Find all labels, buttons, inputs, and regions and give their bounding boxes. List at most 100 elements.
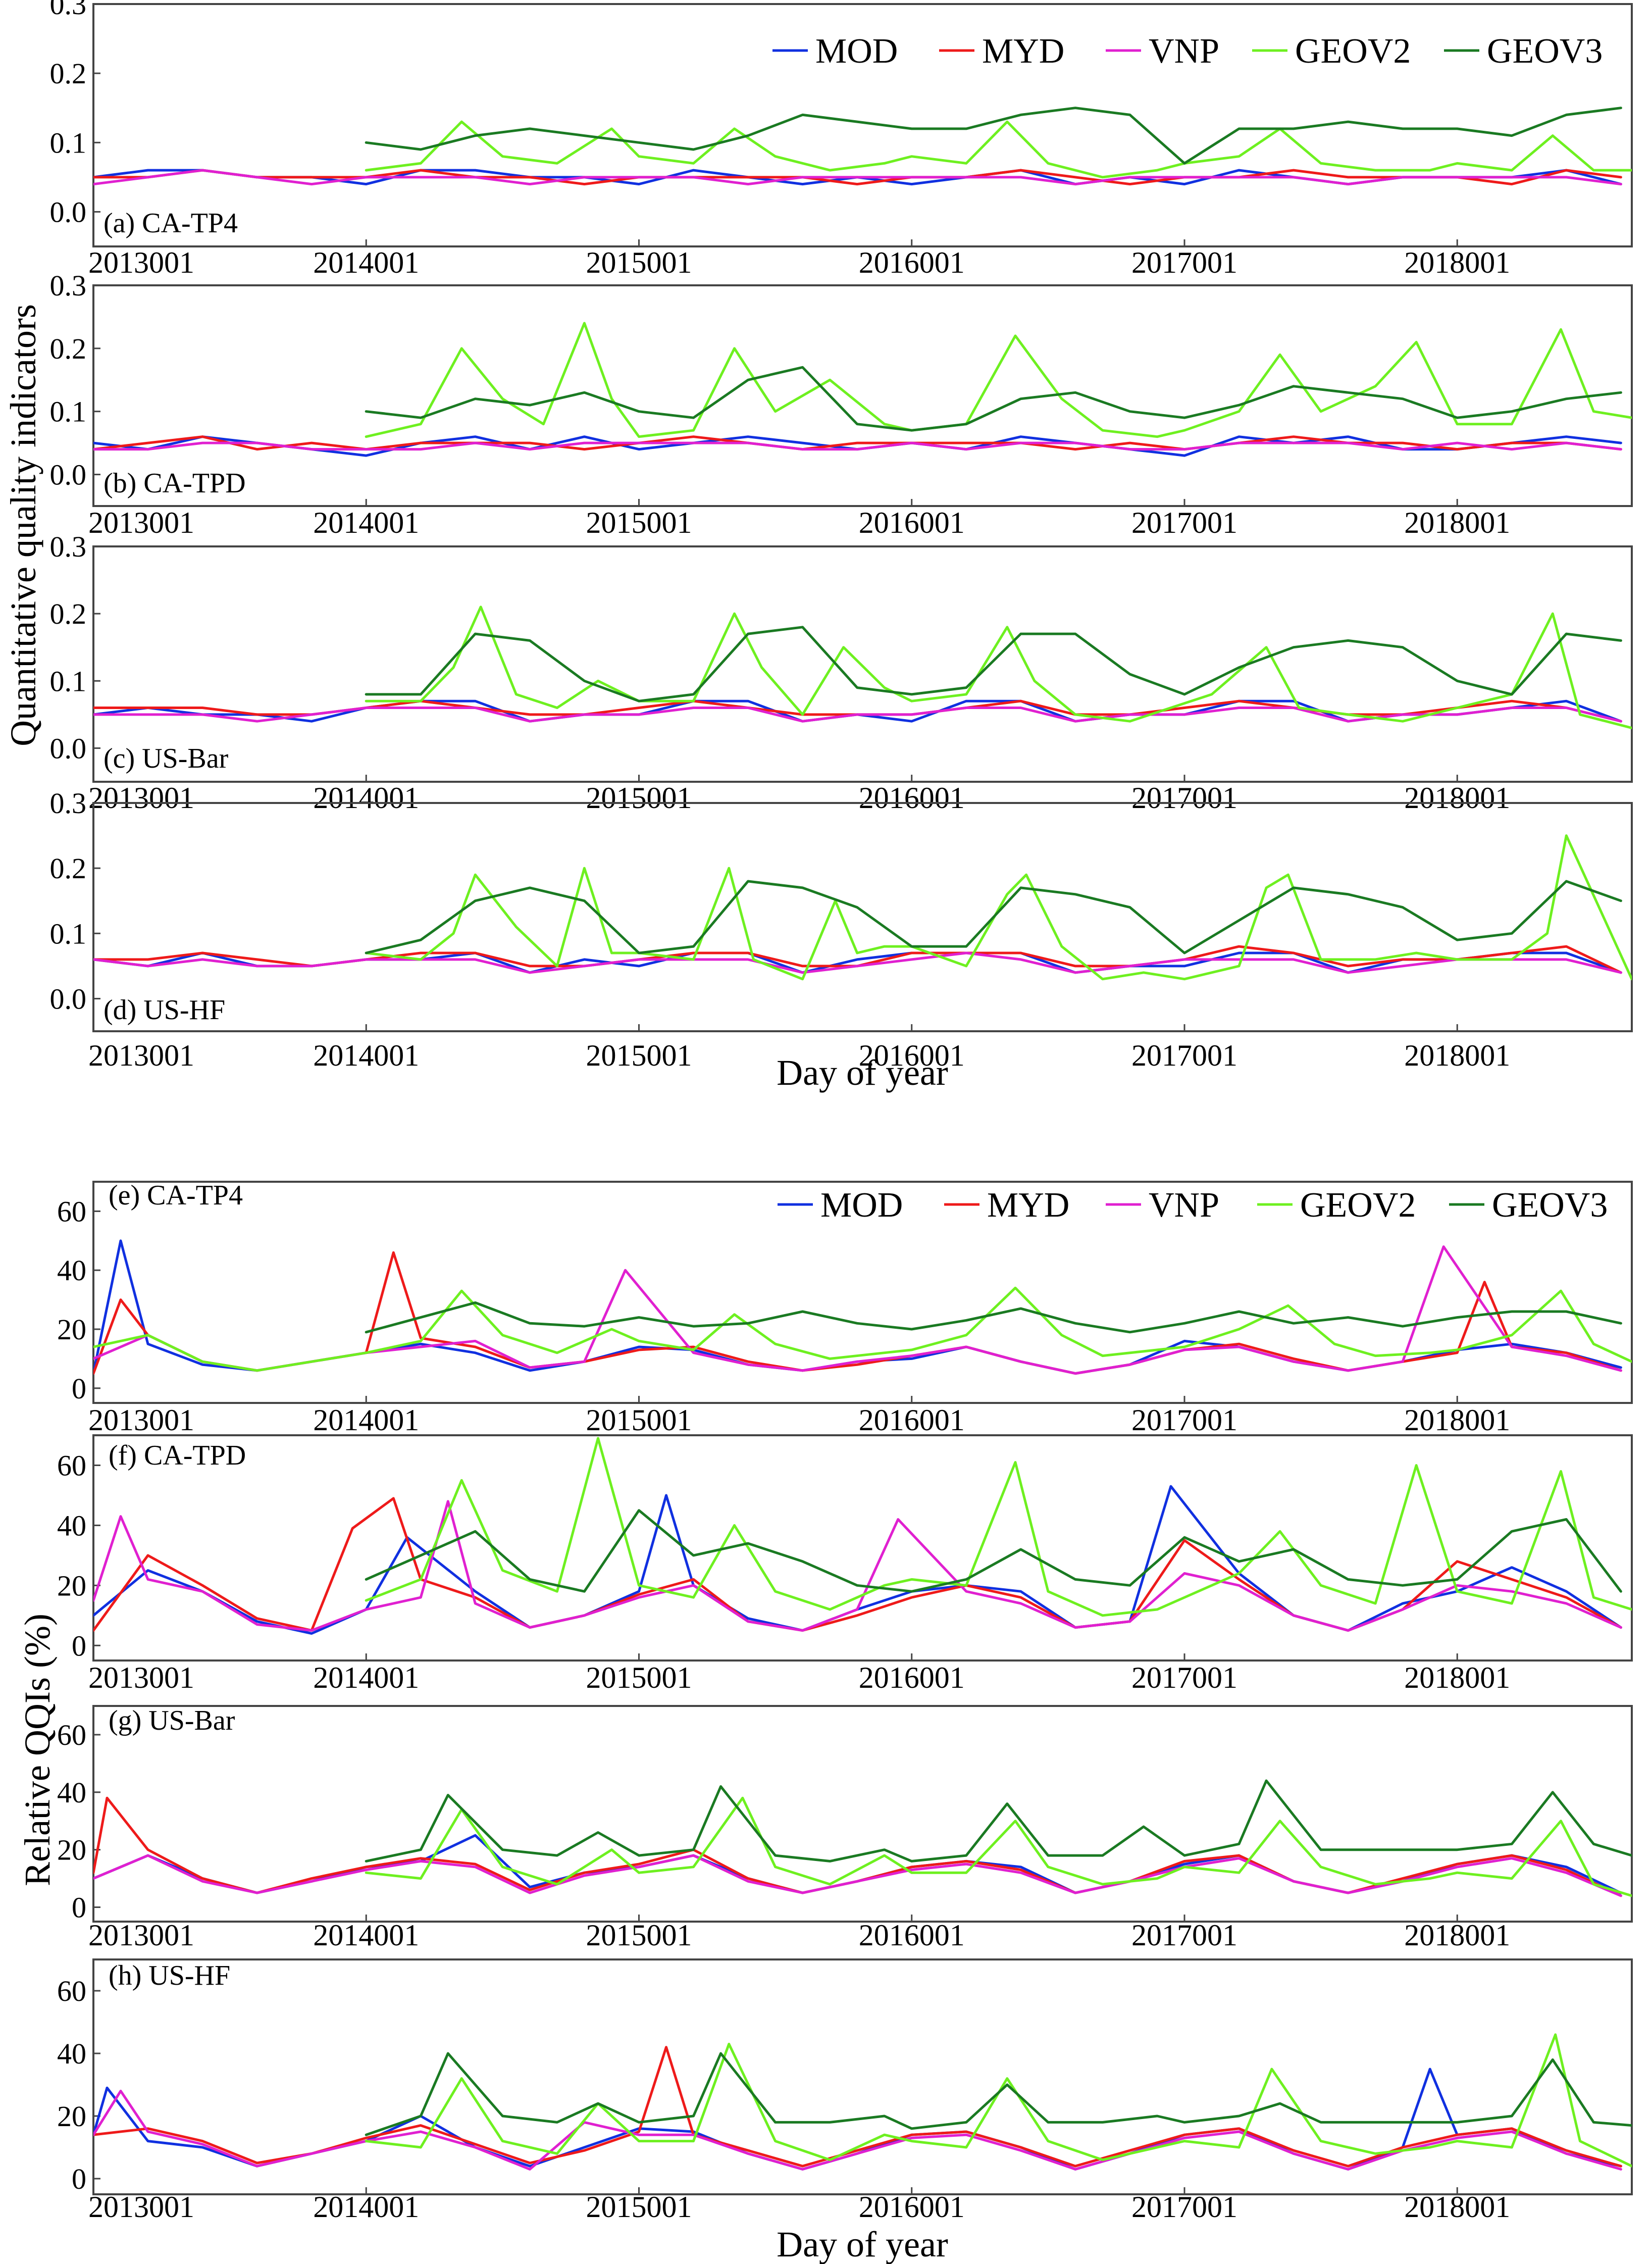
panel-1-series-myd — [93, 169, 1622, 186]
panel-2-frame — [92, 284, 1633, 507]
panel-1-ytick-label: 0.1 — [50, 126, 87, 159]
panel-6-series-vnp — [93, 1500, 1622, 1632]
panel-4-series-geov3 — [365, 880, 1622, 954]
panel-2: 0.0 0.1 0.2 0.3 2013001 2014001 2015001 2016001… — [50, 269, 1633, 539]
panel-1: 0.0 0.1 0.2 0.3 2013001 2014001 2015001 2016001… — [50, 0, 1633, 279]
panel-8-series-geov2 — [365, 2033, 1632, 2168]
panel-8-frame — [92, 1958, 1633, 2195]
panel-8-ytick-label: 60 — [57, 1975, 86, 2007]
panel-3-ytick-label: 0.0 — [50, 732, 87, 765]
panel-3-xtick-label: 2014001 — [313, 781, 419, 815]
panel-3-xtick-label: 2016001 — [859, 781, 965, 815]
panel-5-ytick-label: 0 — [72, 1372, 86, 1405]
panel-5-ytick-label: 40 — [57, 1254, 86, 1287]
panel-2-series-geov3 — [365, 366, 1622, 432]
panel-5-xtick-label: 2015001 — [586, 1403, 692, 1437]
panel-7-frame — [92, 1705, 1633, 1923]
panel-1-xtick-label: 2013001 — [88, 246, 194, 279]
panel-8-series-myd — [93, 2046, 1622, 2168]
panel-7-xtick-label: 2013001 — [88, 1919, 194, 1952]
panel-3-xtick-label: 2017001 — [1131, 781, 1237, 815]
panel-4-ytick-label: 0.1 — [50, 917, 87, 950]
panel-1-label: (a) CA-TP4 — [104, 208, 238, 239]
panel-1-series-group — [93, 107, 1632, 186]
bottom-ylabel: Relative QQIs (%) — [17, 1614, 58, 1886]
panel-5: 0 20 40 60 2013001 2014001 2015001 2016001 20170… — [57, 1180, 1633, 1437]
legend-top: MOD MYD VNP GEOV2 GEOV3 — [772, 32, 1603, 71]
panel-7: 0 20 40 60 2013001 2014001 2015001 2016001 20170… — [57, 1705, 1633, 1952]
panel-3-frame — [92, 545, 1633, 783]
panel-3-series-geov3 — [365, 626, 1622, 702]
panel-8-xtick-label: 2018001 — [1404, 2190, 1510, 2224]
panel-7-ytick-label: 40 — [57, 1776, 86, 1809]
panel-4-series-vnp — [93, 951, 1622, 974]
panel-4-xtick-label: 2016001 — [859, 1039, 965, 1072]
panel-8-xtick-label: 2015001 — [586, 2190, 692, 2224]
legend-bottom-mod-label: MOD — [820, 1186, 903, 1225]
panel-5-label: (e) CA-TP4 — [109, 1180, 243, 1211]
legend-top-geov2-label: GEOV2 — [1295, 32, 1411, 71]
panel-3-xtick-label: 2015001 — [586, 781, 692, 815]
panel-6-series-group — [93, 1437, 1632, 1635]
panel-2-series-group — [93, 322, 1632, 457]
panel-3-series-group — [93, 606, 1632, 729]
panel-5-ytick-label: 60 — [57, 1195, 86, 1228]
panel-7-xtick-label: 2018001 — [1404, 1919, 1510, 1952]
panel-1-xtick-label: 2018001 — [1404, 246, 1510, 279]
legend-bottom-geov2-label: GEOV2 — [1300, 1186, 1416, 1225]
panel-2-xtick-label: 2014001 — [313, 506, 419, 539]
panel-8-xtick-label: 2016001 — [859, 2190, 965, 2224]
panel-6-ytick-label: 40 — [57, 1509, 86, 1542]
panel-2-xtick-label: 2015001 — [586, 506, 692, 539]
panel-6-label: (f) CA-TPD — [109, 1440, 246, 1471]
panel-1-xtick-label: 2015001 — [586, 246, 692, 279]
panel-6-ytick-label: 20 — [57, 1569, 86, 1602]
panel-4-series-group — [93, 834, 1632, 981]
panel-2-xtick-label: 2016001 — [859, 506, 965, 539]
legend-top-mod-label: MOD — [815, 32, 898, 71]
panel-5-xtick-label: 2017001 — [1131, 1403, 1237, 1437]
panel-4-xtick-label: 2014001 — [313, 1039, 419, 1072]
panel-4-ytick-label: 0.2 — [50, 852, 87, 885]
panel-7-xtick-label: 2017001 — [1131, 1919, 1237, 1952]
panel-5-xtick-label: 2013001 — [88, 1403, 194, 1437]
panel-2-series-geov2 — [365, 322, 1632, 438]
panel-2-label: (b) CA-TPD — [104, 468, 246, 499]
bottom-xlabel: Day of year — [777, 2224, 948, 2264]
panel-4: 0.0 0.1 0.2 0.3 2013001 2014001 2015001 2016001… — [50, 787, 1633, 1072]
legend-bottom-geov3-label: GEOV3 — [1492, 1186, 1608, 1225]
panel-1-series-geov2 — [365, 120, 1632, 179]
panel-5-ytick-label: 20 — [57, 1313, 86, 1346]
panel-4-xtick-label: 2017001 — [1131, 1039, 1237, 1072]
panel-6-series-geov2 — [365, 1437, 1632, 1617]
panel-8-ytick-label: 0 — [72, 2162, 86, 2195]
panel-5-series-group — [93, 1239, 1632, 1375]
panel-8-series-vnp — [93, 2089, 1622, 2171]
panel-5-xtick-label: 2016001 — [859, 1403, 965, 1437]
top-ylabel: Quantitative quality indicators — [3, 304, 43, 746]
panel-1-xtick-label: 2017001 — [1131, 246, 1237, 279]
panel-8-ytick-label: 20 — [57, 2100, 86, 2133]
panel-7-series-vnp — [93, 1854, 1622, 1897]
panel-7-ytick-label: 20 — [57, 1834, 86, 1867]
panel-6-ytick-label: 60 — [57, 1449, 86, 1482]
panel-1-ytick-label: 0.2 — [50, 57, 87, 90]
panel-6-xtick-label: 2018001 — [1404, 1661, 1510, 1694]
panel-3-label: (c) US-Bar — [104, 743, 229, 774]
panel-4-frame — [92, 802, 1633, 1032]
panel-8-series-group — [93, 2033, 1632, 2171]
panel-1-frame — [92, 3, 1633, 247]
panel-3-series-geov2 — [365, 606, 1632, 729]
panel-7-label: (g) US-Bar — [109, 1705, 235, 1736]
panel-3: 0.0 0.1 0.2 0.3 2013001 2014001 2015001 2016001… — [50, 530, 1633, 815]
panel-3-series-vnp — [93, 707, 1622, 723]
panel-2-ytick-label: 0.0 — [50, 459, 87, 491]
panel-8-xtick-label: 2017001 — [1131, 2190, 1237, 2224]
panel-5-xtick-label: 2018001 — [1404, 1403, 1510, 1437]
panel-2-xtick-label: 2013001 — [88, 506, 194, 539]
legend-bottom-vnp-label: VNP — [1149, 1186, 1219, 1225]
panel-1-xtick-label: 2016001 — [859, 246, 965, 279]
panel-3-ytick-label: 0.2 — [50, 597, 87, 630]
panel-6-xtick-label: 2014001 — [313, 1661, 419, 1694]
panel-8: 0 20 40 60 2013001 2014001 2015001 2016001 20170… — [57, 1958, 1633, 2224]
